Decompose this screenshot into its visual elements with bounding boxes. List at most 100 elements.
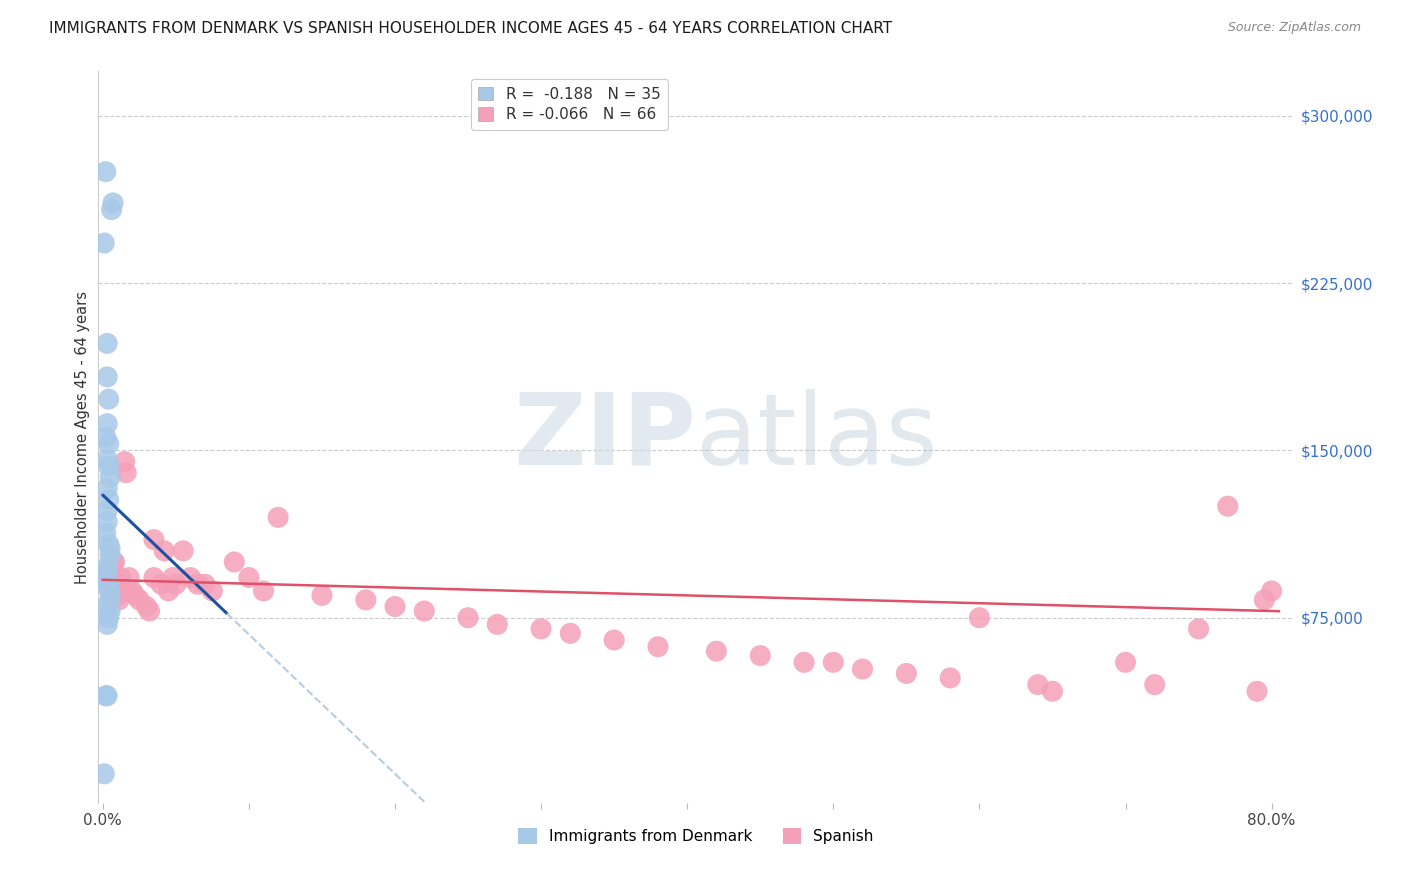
Point [384,599,406,614]
Point [97,492,120,507]
Point [851,662,873,676]
Point [96,417,118,431]
Point [107,589,129,603]
Point [97,577,120,591]
Point [101,555,124,569]
Point [94,430,117,444]
Point [823,655,845,669]
Point [1143,678,1166,692]
Point [165,577,187,591]
Point [93,767,115,781]
Point [560,626,582,640]
Point [1187,622,1209,636]
Point [115,466,138,480]
Point [103,555,125,569]
Point [96,689,118,703]
Point [96,336,118,351]
Point [194,577,217,591]
Point [98,583,121,598]
Point [1260,583,1282,598]
Point [179,571,201,585]
Point [98,470,121,484]
Point [96,452,118,467]
Point [98,604,121,618]
Point [128,592,150,607]
Point [100,202,122,217]
Point [97,577,120,591]
Point [530,622,553,636]
Point [1115,655,1137,669]
Point [162,571,184,585]
Point [135,599,157,614]
Point [96,571,118,585]
Point [97,458,120,473]
Point [111,583,134,598]
Point [114,455,136,469]
Point [1216,500,1239,514]
Point [101,571,124,585]
Point [1246,684,1268,698]
Point [121,583,143,598]
Point [457,610,479,624]
Point [97,582,120,596]
Point [150,577,173,591]
Point [413,604,436,618]
Point [142,571,165,585]
Point [172,543,194,558]
Point [706,644,728,658]
Y-axis label: Householder Income Ages 45 - 64 years: Householder Income Ages 45 - 64 years [75,291,90,583]
Text: ZIP: ZIP [513,389,696,485]
Point [97,537,120,551]
Point [201,583,224,598]
Point [157,583,180,598]
Point [1253,592,1275,607]
Point [97,392,120,407]
Point [224,555,246,569]
Point [486,617,509,632]
Point [108,592,131,607]
Point [101,583,124,598]
Point [96,515,118,529]
Point [93,235,115,250]
Point [94,689,117,703]
Point [647,640,669,654]
Point [94,571,117,585]
Point [354,592,377,607]
Point [96,369,118,384]
Point [96,617,118,632]
Point [939,671,962,685]
Point [101,195,124,210]
Point [104,577,127,591]
Point [153,543,176,558]
Point [94,599,117,614]
Point [793,655,815,669]
Point [96,564,118,578]
Point [1042,684,1064,698]
Point [749,648,772,663]
Text: IMMIGRANTS FROM DENMARK VS SPANISH HOUSEHOLDER INCOME AGES 45 - 64 YEARS CORRELA: IMMIGRANTS FROM DENMARK VS SPANISH HOUSE… [49,21,893,36]
Legend: Immigrants from Denmark, Spanish: Immigrants from Denmark, Spanish [512,822,880,850]
Point [969,610,991,624]
Point [107,583,129,598]
Point [110,571,132,585]
Text: Source: ZipAtlas.com: Source: ZipAtlas.com [1227,21,1361,34]
Point [118,571,141,585]
Point [100,589,122,603]
Point [96,503,118,517]
Point [103,571,125,585]
Point [98,541,121,556]
Point [124,589,146,603]
Point [267,510,290,524]
Point [98,592,121,607]
Point [603,633,626,648]
Point [98,586,121,600]
Point [138,604,160,618]
Point [98,548,121,563]
Point [252,583,274,598]
Point [311,589,333,603]
Point [94,164,117,178]
Point [1026,678,1049,692]
Text: atlas: atlas [696,389,938,485]
Point [896,666,918,681]
Point [94,525,117,540]
